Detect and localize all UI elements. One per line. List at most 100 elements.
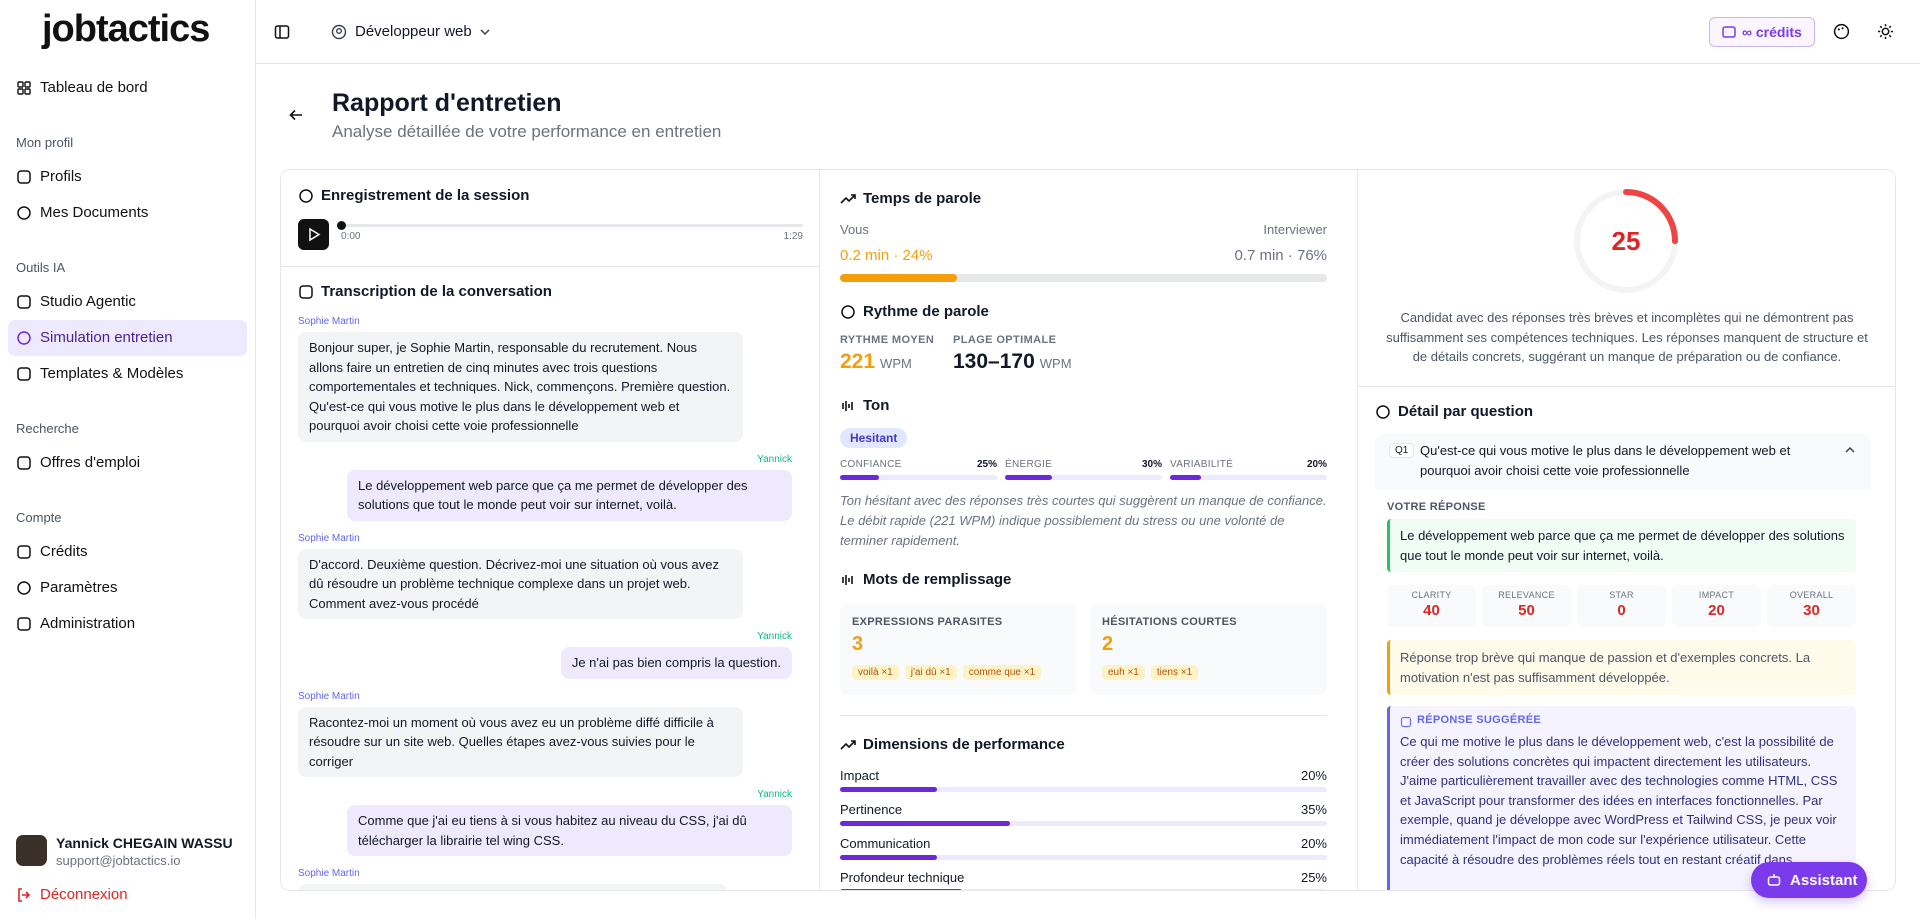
avatar [16, 835, 47, 866]
icon-wrap [16, 580, 32, 596]
nav-item[interactable]: Offres d'emploi [8, 445, 247, 481]
bar [1170, 475, 1202, 480]
nav-item[interactable]: Tableau de bord [8, 70, 247, 106]
bar [1005, 475, 1053, 480]
nav-item[interactable]: Simulation entretien [8, 320, 247, 356]
bar [956, 274, 1327, 282]
suggested-box: RÉPONSE SUGGÉRÉE Ce qui me motive le plus… [1387, 706, 1856, 890]
score-ring: 25 [1573, 188, 1679, 294]
score-box: IMPACT 20 [1672, 585, 1761, 627]
icon-wrap [298, 188, 314, 204]
nav-item[interactable]: Crédits [8, 534, 247, 570]
icon-shape [17, 581, 31, 595]
icon-shape [17, 206, 31, 220]
nav-item[interactable]: Administration [8, 606, 247, 642]
nav-label: Crédits [40, 543, 88, 560]
pace-unit: WPM [880, 356, 912, 371]
back-button[interactable] [288, 107, 304, 123]
nav-item[interactable]: Templates & Modèles [8, 356, 247, 392]
filler-label: HÉSITATIONS COURTES [1102, 616, 1237, 628]
message-speaker: Sophie Martin [298, 532, 360, 544]
nav-item[interactable]: Studio Agentic [8, 284, 247, 320]
score-label: RELEVANCE [1498, 590, 1555, 600]
icon-shape [1767, 876, 1781, 886]
icon-shape [17, 456, 31, 470]
audio-track [341, 224, 803, 227]
page-subtitle: Analyse détaillée de votre performance e… [332, 122, 722, 141]
icon-shape [17, 81, 24, 88]
dimension-label: Pertinence [840, 802, 903, 817]
icon-shape [1881, 27, 1890, 36]
logo[interactable]: jobtactics [42, 8, 210, 50]
nav-section-title: Compte [16, 510, 62, 525]
icon [840, 740, 856, 750]
nav-item[interactable]: Paramètres [8, 570, 247, 606]
icon-wrap [16, 455, 32, 471]
score-number: 30 [1803, 602, 1820, 619]
nav-item[interactable]: Mes Documents [8, 195, 247, 231]
bar-track [840, 855, 1327, 860]
section-title: Temps de parole [863, 190, 982, 207]
role-icon [331, 24, 347, 40]
role-selector[interactable]: Développeur web [355, 23, 472, 40]
user-name: Yannick CHEGAIN WASSU [56, 835, 233, 851]
tone-note: Ton hésitant avec des réponses très cour… [840, 493, 1327, 548]
message-bubble: Racontez-moi un moment où vous avez eu u… [298, 706, 743, 777]
suggested-label: RÉPONSE SUGGÉRÉE [1417, 714, 1541, 726]
credits-button[interactable]: ∞ crédits [1709, 17, 1815, 47]
message-bubble: Bonjour super, je Sophie Martin, respons… [298, 332, 743, 442]
nav-item[interactable]: Profils [8, 159, 247, 195]
score-label: CLARITY [1411, 590, 1452, 600]
assistant-label: Assistant [1790, 872, 1858, 889]
icon-shape [24, 81, 31, 88]
tone-metric-value: 20% [1306, 459, 1327, 470]
score-number: 20 [1708, 602, 1725, 619]
question-text: Qu'est-ce qui vous motive le plus dans l… [1420, 443, 1791, 478]
credits-label: ∞ crédits [1742, 24, 1802, 40]
pace-unit: WPM [1039, 356, 1072, 371]
icon-shape [17, 295, 31, 309]
icon-shape [17, 617, 31, 631]
icon [842, 575, 853, 585]
palette-button[interactable] [1833, 23, 1850, 40]
icon-shape [1837, 28, 1840, 31]
message-speaker: Sophie Martin [298, 316, 360, 327]
icon-wrap [16, 294, 32, 310]
play-button[interactable] [298, 219, 329, 250]
chevron [480, 29, 490, 36]
message: Sophie Martin Entendu. Dernière question,… [298, 868, 792, 890]
icon [842, 401, 853, 411]
nav-label: Profils [40, 168, 82, 185]
dimension-value: 35% [1300, 802, 1327, 817]
filler-count: 3 [852, 633, 864, 655]
icon-wrap [16, 366, 32, 382]
message: Sophie Martin D'accord. Deuxième question… [298, 532, 792, 619]
column-divider [1357, 170, 1358, 890]
filler-tag: euh ×1 [1102, 665, 1145, 680]
icon-wrap [840, 398, 856, 414]
icon-shape [1400, 716, 1412, 728]
icon-wrap [16, 544, 32, 560]
icon [299, 285, 313, 299]
icon [17, 331, 31, 345]
tone-metric-value: 30% [1141, 459, 1162, 470]
report-card: Enregistrement de la session 0:00 1:29 Tran… [280, 169, 1896, 891]
nav-label: Paramètres [40, 579, 118, 596]
nav-label: Mes Documents [40, 204, 149, 221]
tone-badge: Hesitant [840, 428, 908, 448]
logout[interactable]: Déconnexion [40, 886, 128, 903]
nav-label: Offres d'emploi [40, 454, 141, 471]
icon-wrap [840, 572, 856, 588]
theme-button[interactable] [1877, 23, 1894, 40]
icon [17, 81, 31, 95]
question-header[interactable]: Q1 Qu'est-ce qui vous motive le plus dans… [1375, 434, 1871, 490]
message: Yannick Je n'ai pas bien compris la quest… [298, 631, 792, 679]
icon-wrap [1400, 715, 1412, 728]
score-summary: Candidat avec des réponses très brèves e… [1386, 310, 1868, 365]
speaking-time-value: 0.2 min · 24% [840, 247, 933, 264]
audio-knob[interactable] [337, 221, 346, 230]
sidebar-toggle[interactable] [274, 24, 290, 40]
question-id: Q1 [1389, 443, 1415, 458]
assistant-button[interactable]: Assistant [1751, 862, 1867, 898]
sidebar: jobtactics Tableau de bord Mon profil Prof… [0, 0, 256, 919]
